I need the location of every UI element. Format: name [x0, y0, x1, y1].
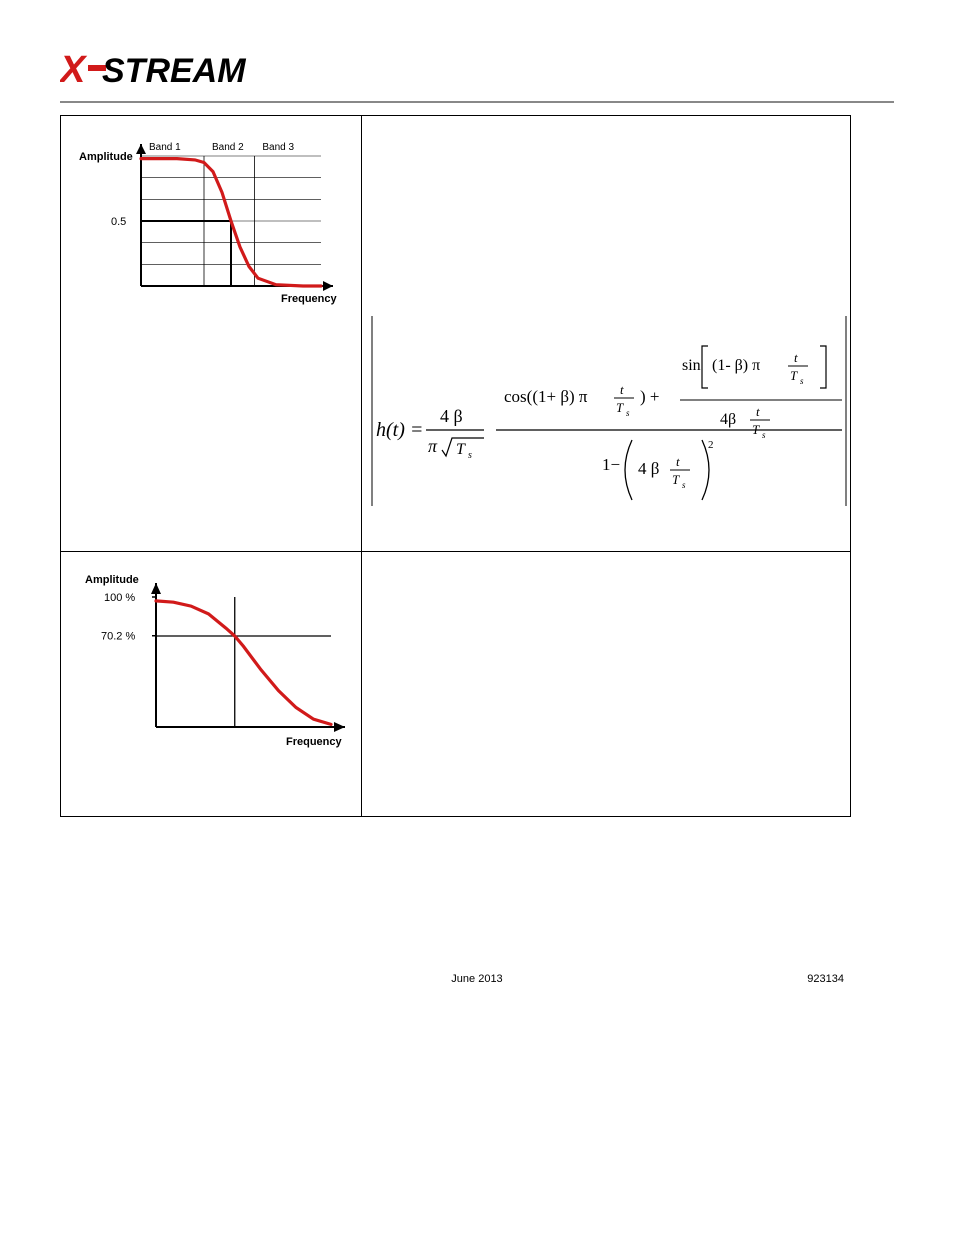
- svg-text:1−: 1−: [602, 455, 620, 474]
- footer-docid: 923134: [807, 973, 844, 985]
- svg-text:(1- β) π: (1- β) π: [712, 357, 760, 374]
- svg-text:T: T: [790, 368, 798, 383]
- svg-text:70.2 %: 70.2 %: [101, 631, 135, 643]
- chart2: Amplitude 100 % 70.2 % Frequency: [61, 552, 361, 782]
- svg-text:Frequency: Frequency: [286, 736, 343, 748]
- cell-formula: h(t) =4 βπTscos((1+ β) πtTs) +sin(1- β) …: [362, 116, 851, 552]
- formula: h(t) =4 βπTscos((1+ β) πtTs) +sin(1- β) …: [362, 116, 850, 546]
- svg-text:4β: 4β: [720, 411, 736, 428]
- svg-text:t: t: [756, 404, 760, 419]
- svg-text:Band 3: Band 3: [262, 142, 294, 153]
- header-logo-bar: X STREAM: [60, 48, 894, 103]
- svg-text:) +: ) +: [640, 387, 660, 406]
- svg-text:s: s: [626, 408, 630, 418]
- svg-text:4 β: 4 β: [440, 406, 463, 426]
- svg-text:s: s: [800, 376, 804, 386]
- svg-text:Band 2: Band 2: [212, 142, 244, 153]
- svg-text:sin: sin: [682, 357, 701, 374]
- svg-text:Band 1: Band 1: [149, 142, 181, 153]
- svg-text:t: t: [794, 350, 798, 365]
- chart1: Amplitude 0.5 Frequency Band 1 Band 2 Band 3: [61, 116, 361, 346]
- footer: June 2013 923134: [0, 973, 954, 985]
- svg-text:Amplitude: Amplitude: [79, 151, 133, 163]
- svg-text:π: π: [428, 436, 438, 456]
- svg-text:Frequency: Frequency: [281, 293, 338, 305]
- cell-chart2: Amplitude 100 % 70.2 % Frequency: [61, 552, 362, 817]
- svg-text:cos((1+ β) π: cos((1+ β) π: [504, 387, 588, 406]
- svg-text:T: T: [752, 422, 760, 437]
- cell-chart1: Amplitude 0.5 Frequency Band 1 Band 2 Band 3: [61, 116, 362, 552]
- svg-text:s: s: [468, 450, 472, 461]
- svg-text:T: T: [672, 472, 680, 487]
- svg-text:t: t: [620, 382, 624, 397]
- svg-text:T: T: [616, 400, 624, 415]
- svg-text:s: s: [682, 480, 686, 490]
- svg-text:100 %: 100 %: [104, 592, 135, 604]
- logo-text: STREAM: [102, 52, 246, 90]
- svg-text:Amplitude: Amplitude: [85, 574, 139, 586]
- svg-text:T: T: [456, 441, 466, 458]
- svg-text:h(t) =: h(t) =: [376, 419, 423, 441]
- xstream-logo: X STREAM: [60, 48, 320, 97]
- logo-x-glyph: X: [60, 49, 88, 91]
- svg-text:2: 2: [708, 439, 714, 451]
- svg-text:t: t: [676, 454, 680, 469]
- svg-text:4 β: 4 β: [638, 459, 659, 478]
- footer-date: June 2013: [451, 973, 502, 985]
- content-table: Amplitude0.5FrequencyBand 1Band 2Band 3 …: [60, 115, 851, 817]
- svg-text:0.5: 0.5: [111, 216, 126, 228]
- svg-text:s: s: [762, 430, 766, 440]
- cell-empty: [362, 552, 851, 817]
